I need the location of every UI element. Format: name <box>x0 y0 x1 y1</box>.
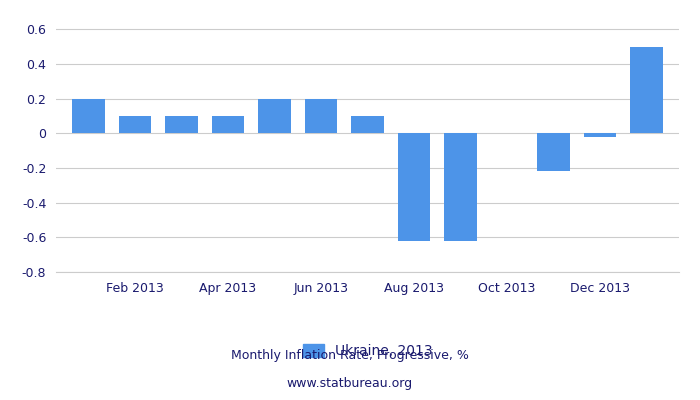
Text: www.statbureau.org: www.statbureau.org <box>287 378 413 390</box>
Bar <box>119 116 151 133</box>
Bar <box>444 133 477 241</box>
Bar <box>537 133 570 172</box>
Text: Monthly Inflation Rate, Progressive, %: Monthly Inflation Rate, Progressive, % <box>231 350 469 362</box>
Bar <box>584 133 616 137</box>
Bar <box>351 116 384 133</box>
Bar <box>258 99 290 133</box>
Bar <box>165 116 198 133</box>
Bar <box>304 99 337 133</box>
Bar <box>398 133 430 241</box>
Bar <box>72 99 105 133</box>
Bar <box>630 47 663 133</box>
Bar <box>211 116 244 133</box>
Legend: Ukraine, 2013: Ukraine, 2013 <box>298 339 438 364</box>
